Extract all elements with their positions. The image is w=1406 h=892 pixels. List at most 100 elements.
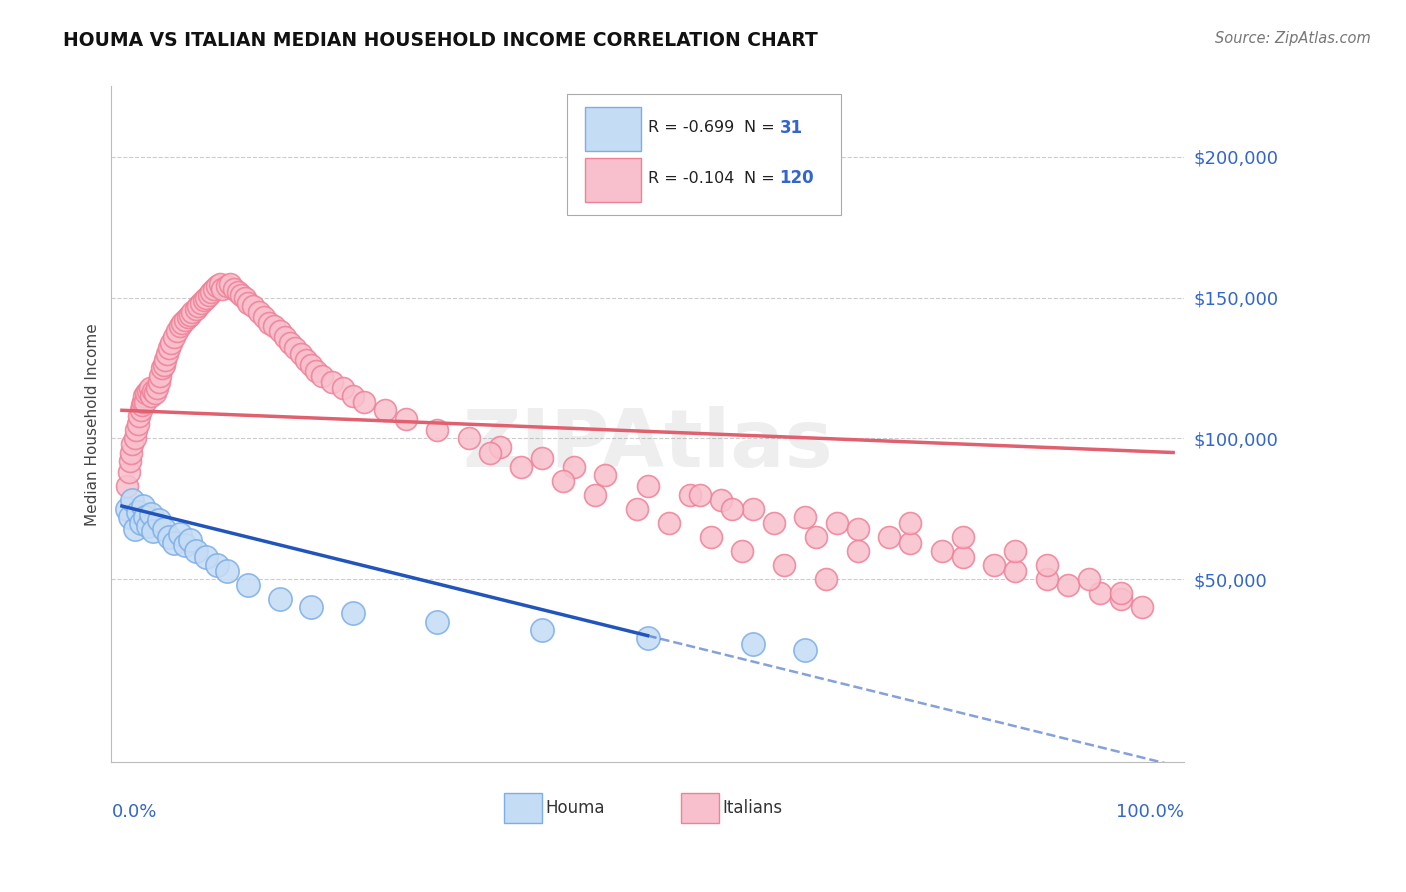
Point [129,516,152,530]
Point [163,535,186,549]
Point [115,479,138,493]
Point [983,558,1005,573]
Point [531,623,554,637]
Point [132,394,155,409]
Point [211,282,233,296]
Point [128,409,150,423]
Point [145,381,167,395]
Point [1088,586,1111,600]
Point [120,445,142,459]
Point [846,544,869,558]
Point [426,423,449,437]
Point [156,347,179,361]
Point [124,423,146,437]
Point [595,468,617,483]
Point [284,341,307,355]
Point [120,454,142,468]
Point [879,530,901,544]
Point [678,488,700,502]
Point [120,510,142,524]
Point [136,384,159,398]
Text: R = -0.104: R = -0.104 [648,170,734,186]
Point [846,522,869,536]
Point [1109,586,1132,600]
Point [135,386,157,401]
Point [215,564,238,578]
Text: N =: N = [744,120,775,135]
Point [204,282,226,296]
Point [332,381,354,395]
Point [426,615,449,629]
Point [773,558,796,573]
FancyBboxPatch shape [585,158,641,202]
Point [139,381,162,395]
Point [263,318,285,333]
FancyBboxPatch shape [567,95,841,215]
FancyBboxPatch shape [585,107,641,152]
Text: Houma: Houma [546,798,605,817]
Point [510,459,533,474]
Point [229,287,252,301]
Point [710,493,733,508]
Point [311,369,333,384]
Point [121,437,143,451]
Point [457,432,479,446]
Point [142,384,165,398]
Point [132,499,155,513]
Text: Italians: Italians [723,798,783,817]
Point [187,299,209,313]
Point [269,325,291,339]
Point [157,530,180,544]
Point [1057,578,1080,592]
Point [124,432,146,446]
Point [731,544,754,558]
Y-axis label: Median Household Income: Median Household Income [86,323,100,525]
Point [931,544,953,558]
Text: 100.0%: 100.0% [1116,803,1184,821]
Point [395,411,418,425]
Point [804,530,827,544]
Point [153,522,176,536]
Point [531,451,554,466]
Point [174,539,197,553]
Point [226,285,249,299]
Point [699,530,721,544]
Point [215,279,238,293]
Point [224,282,246,296]
FancyBboxPatch shape [681,794,720,822]
Point [141,508,163,522]
Point [1109,592,1132,607]
Point [762,516,785,530]
Point [127,505,149,519]
Text: R = -0.699: R = -0.699 [648,120,734,135]
Point [190,296,212,310]
Point [177,310,200,325]
Point [269,592,291,607]
Point [174,313,197,327]
Point [242,299,264,313]
Point [236,296,259,310]
Text: Source: ZipAtlas.com: Source: ZipAtlas.com [1215,31,1371,46]
Point [1078,572,1101,586]
Point [136,518,159,533]
Point [169,318,191,333]
Point [290,347,312,361]
Point [898,516,921,530]
Point [148,513,170,527]
Point [952,549,974,564]
Point [898,535,921,549]
Point [374,403,396,417]
Point [637,632,659,646]
Text: 31: 31 [779,119,803,136]
Point [353,394,375,409]
Point [794,642,817,657]
Point [257,316,280,330]
Point [219,277,242,291]
Point [208,277,231,291]
Point [342,389,364,403]
Point [233,291,256,305]
Point [637,479,659,493]
Point [148,375,170,389]
Text: N =: N = [744,170,775,186]
Point [163,330,186,344]
